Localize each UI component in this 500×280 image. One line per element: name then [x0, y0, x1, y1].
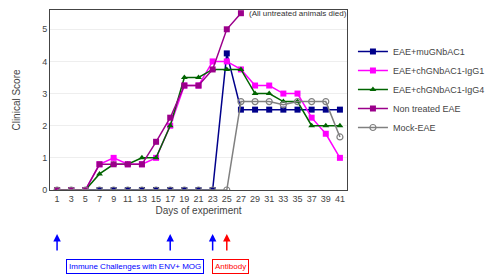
svg-text:31: 31 — [264, 194, 274, 204]
svg-text:Days of experiment: Days of experiment — [155, 205, 241, 216]
svg-text:2: 2 — [42, 121, 47, 131]
svg-text:35: 35 — [292, 194, 302, 204]
svg-text:37: 37 — [307, 194, 317, 204]
svg-text:Clinical Score: Clinical Score — [11, 69, 22, 131]
svg-text:EAE+chGNbAC1-IgG1: EAE+chGNbAC1-IgG1 — [393, 66, 484, 76]
svg-text:33: 33 — [278, 194, 288, 204]
svg-text:17: 17 — [165, 194, 175, 204]
svg-text:25: 25 — [222, 194, 232, 204]
svg-text:1: 1 — [55, 194, 60, 204]
svg-text:Non treated EAE: Non treated EAE — [393, 104, 461, 114]
svg-text:5: 5 — [83, 194, 88, 204]
svg-text:23: 23 — [208, 194, 218, 204]
svg-text:21: 21 — [193, 194, 203, 204]
svg-text:EAE+chGNbAC1-IgG4: EAE+chGNbAC1-IgG4 — [393, 85, 484, 95]
svg-text:9: 9 — [111, 194, 116, 204]
svg-text:Antibody: Antibody — [215, 262, 246, 271]
svg-text:11: 11 — [123, 194, 132, 204]
svg-text:Immune Challenges with ENV+ MO: Immune Challenges with ENV+ MOG — [69, 262, 201, 271]
svg-text:7: 7 — [97, 194, 102, 204]
svg-text:1: 1 — [42, 153, 47, 163]
svg-text:(All untreated animals died): (All untreated animals died) — [249, 9, 347, 18]
svg-text:39: 39 — [321, 194, 331, 204]
svg-text:5: 5 — [42, 24, 47, 34]
svg-text:29: 29 — [250, 194, 260, 204]
svg-text:41: 41 — [335, 194, 345, 204]
svg-text:EAE+muGNbAC1: EAE+muGNbAC1 — [393, 47, 465, 57]
svg-text:13: 13 — [137, 194, 147, 204]
svg-text:15: 15 — [151, 194, 161, 204]
svg-text:Mock-EAE: Mock-EAE — [393, 123, 436, 133]
svg-text:4: 4 — [42, 57, 47, 67]
svg-text:27: 27 — [236, 194, 246, 204]
svg-text:3: 3 — [69, 194, 74, 204]
svg-text:19: 19 — [179, 194, 189, 204]
svg-text:3: 3 — [42, 89, 47, 99]
svg-text:0: 0 — [42, 185, 47, 195]
